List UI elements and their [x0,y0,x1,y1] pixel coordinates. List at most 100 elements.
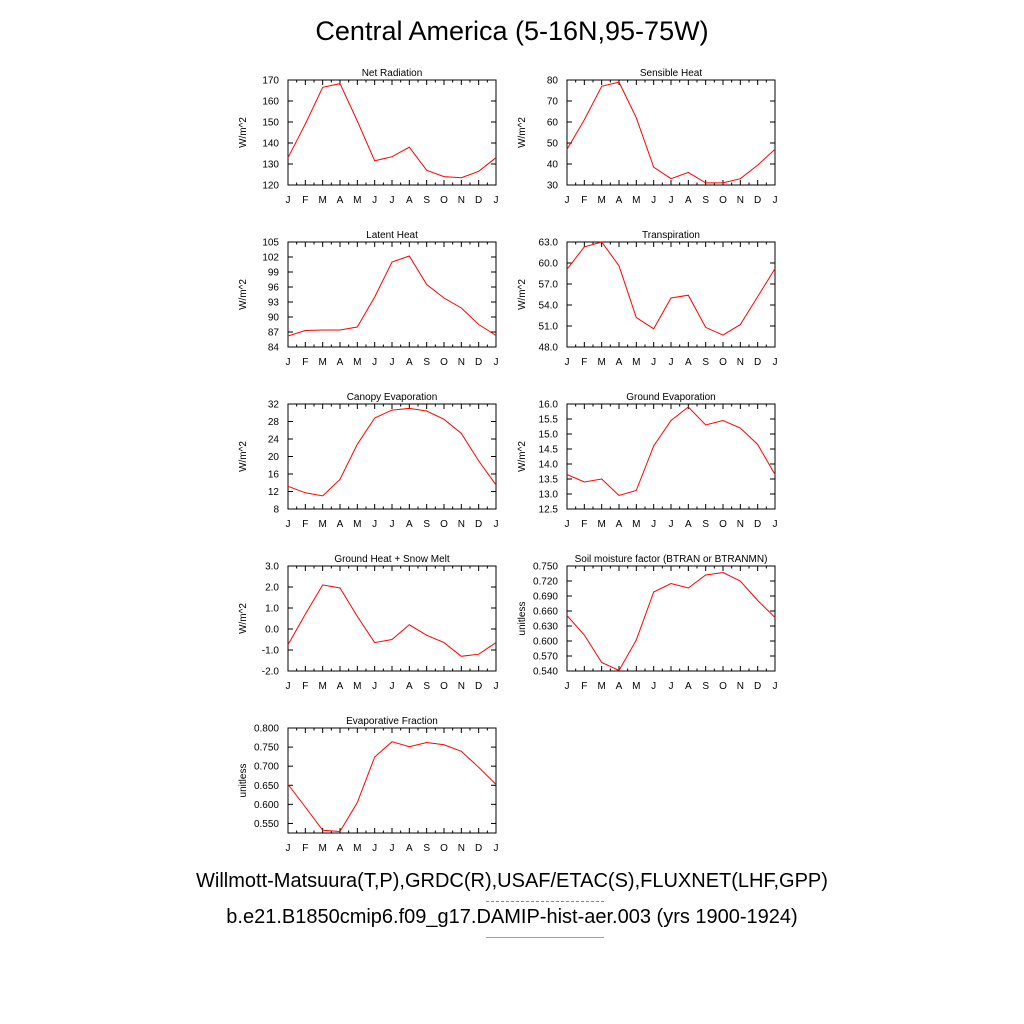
x-tick-label: J [669,357,674,368]
x-tick-label: A [337,843,344,854]
x-tick-label: D [475,357,482,368]
y-tick-label: 0.720 [533,577,558,588]
x-tick-label: O [440,681,448,692]
x-tick-label: J [390,843,395,854]
y-tick-label: 16 [268,470,280,481]
x-tick-label: N [737,195,744,206]
x-tick-label: S [702,357,709,368]
legend-model-swatch [486,937,604,938]
y-tick-label: 13.0 [539,490,559,501]
y-tick-label: 170 [262,76,279,87]
y-tick-label: 0.550 [254,819,279,830]
y-tick-label: 0.700 [254,762,279,773]
x-tick-label: J [651,519,656,530]
x-tick-label: J [390,357,395,368]
series-line-0 [566,81,776,184]
x-tick-label: D [475,519,482,530]
x-tick-label: J [651,195,656,206]
y-tick-label: 51.0 [539,322,559,333]
panel-title: Sensible Heat [640,68,702,79]
x-tick-label: A [616,681,623,692]
y-tick-label: 93 [268,298,280,309]
y-axis-label: W/m^2 [238,117,249,148]
y-tick-label: 12 [268,487,280,498]
x-tick-label: J [372,519,377,530]
y-tick-label: 70 [547,97,559,108]
y-axis-label: W/m^2 [517,441,528,472]
x-tick-label: M [632,681,640,692]
y-tick-label: 20 [268,452,280,463]
panel-7: Soil moisture factor (BTRAN or BTRANMN) J… [517,554,778,692]
series-line-0 [287,584,497,657]
x-tick-label: M [318,843,326,854]
y-tick-label: 102 [262,253,279,264]
x-tick-label: M [353,519,361,530]
x-tick-label: J [669,681,674,692]
y-axis-label: W/m^2 [517,117,528,148]
y-tick-label: 140 [262,139,279,150]
x-tick-label: F [581,195,587,206]
legend-observations-swatch [486,901,604,902]
x-tick-label: M [353,195,361,206]
x-tick-label: M [597,681,605,692]
y-tick-label: 8 [273,505,279,516]
x-tick-label: M [597,195,605,206]
x-tick-label: J [390,519,395,530]
x-tick-label: F [302,357,308,368]
y-tick-label: 13.5 [539,475,559,486]
x-tick-label: D [475,195,482,206]
series-line-0 [566,241,776,336]
series-line-0 [287,255,497,337]
y-tick-label: -2.0 [262,667,280,678]
x-tick-label: A [685,357,692,368]
x-tick-label: J [494,519,499,530]
y-tick-label: 96 [268,283,280,294]
panel-title: Latent Heat [366,230,418,241]
x-tick-label: N [737,681,744,692]
y-tick-label: 24 [268,435,280,446]
x-tick-label: F [302,843,308,854]
series-line-0 [566,571,776,672]
y-tick-label: 16.0 [539,400,559,411]
x-tick-label: N [458,519,465,530]
y-tick-label: 2.0 [265,583,279,594]
x-tick-label: O [440,519,448,530]
x-tick-label: A [406,195,413,206]
y-tick-label: 0.600 [533,637,558,648]
panel-title: Canopy Evaporation [347,392,438,403]
x-tick-label: D [754,519,761,530]
x-tick-label: A [337,357,344,368]
x-tick-label: M [318,519,326,530]
y-tick-label: 0.750 [533,562,558,573]
y-axis-label: W/m^2 [517,279,528,310]
x-tick-label: J [372,195,377,206]
y-tick-label: 105 [262,238,279,249]
y-tick-label: 14.0 [539,460,559,471]
x-tick-label: M [353,357,361,368]
y-tick-label: 15.5 [539,415,559,426]
x-tick-label: J [773,519,778,530]
x-tick-label: J [372,681,377,692]
x-tick-label: J [669,195,674,206]
x-tick-label: J [773,681,778,692]
x-tick-label: J [494,681,499,692]
page-title: Central America (5-16N,95-75W) [315,16,709,46]
x-tick-label: M [318,357,326,368]
x-tick-label: J [286,195,291,206]
y-tick-label: 0.570 [533,652,558,663]
x-tick-label: M [597,519,605,530]
y-tick-label: 120 [262,181,279,192]
y-tick-label: 1.0 [265,604,279,615]
x-tick-label: N [737,519,744,530]
x-tick-label: O [719,195,727,206]
y-axis-label: unitless [517,602,528,636]
y-tick-label: 90 [268,313,280,324]
x-tick-label: F [302,195,308,206]
y-tick-label: 57.0 [539,280,559,291]
x-tick-label: D [754,195,761,206]
x-tick-label: O [440,195,448,206]
